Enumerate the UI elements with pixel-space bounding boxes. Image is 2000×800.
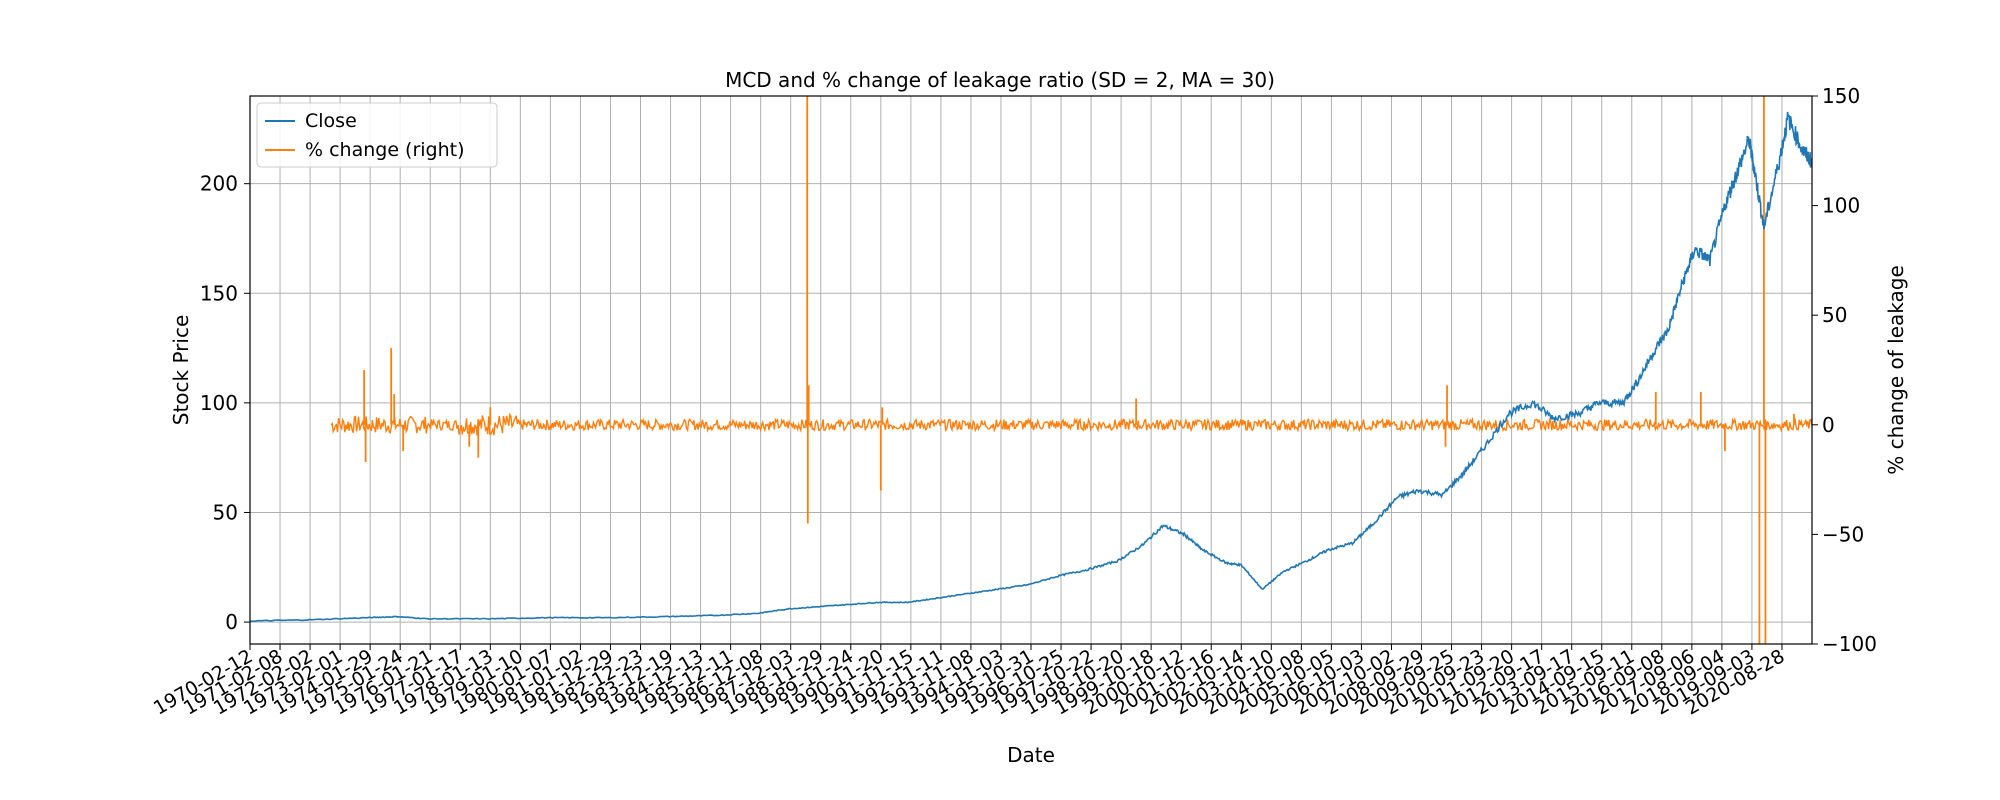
y-right-tick-label: 100 — [1822, 194, 1860, 218]
y-axis-right-label: % change of leakage — [1884, 265, 1908, 475]
legend-label-close: Close — [305, 110, 357, 132]
y-left-tick-label: 200 — [200, 172, 238, 196]
chart-title: MCD and % change of leakage ratio (SD = … — [725, 68, 1275, 92]
grid — [249, 96, 1812, 644]
y-right-tick-label: 50 — [1822, 303, 1847, 327]
y-right-tick-label: −50 — [1822, 522, 1864, 546]
series-close-line — [250, 111, 1812, 623]
series-change-line — [330, 412, 1812, 436]
y-left-tick-label: 50 — [213, 500, 238, 524]
y-right-tick-label: −100 — [1822, 632, 1877, 656]
y-left-tick-label: 0 — [225, 610, 238, 634]
y-axis-left-ticks: 0 50 100 150 200 — [200, 172, 250, 634]
legend-frame — [256, 102, 498, 168]
legend-label-change: % change (right) — [305, 139, 465, 161]
y-left-tick-label: 150 — [200, 281, 238, 305]
x-axis-ticks: 1970-02-121971-02-081972-02-021973-02-01… — [150, 644, 1788, 720]
y-left-tick-label: 100 — [200, 391, 238, 415]
plot-frame — [249, 95, 1813, 645]
y-axis-right-ticks: −100 −50 0 50 100 150 — [1812, 84, 1877, 656]
series-layer — [250, 96, 1812, 644]
y-axis-left-label: Stock Price — [169, 315, 193, 426]
legend: Close % change (right) — [256, 102, 498, 168]
y-right-tick-label: 0 — [1822, 413, 1835, 437]
y-right-tick-label: 150 — [1822, 84, 1860, 108]
x-axis-label: Date — [1007, 743, 1055, 767]
